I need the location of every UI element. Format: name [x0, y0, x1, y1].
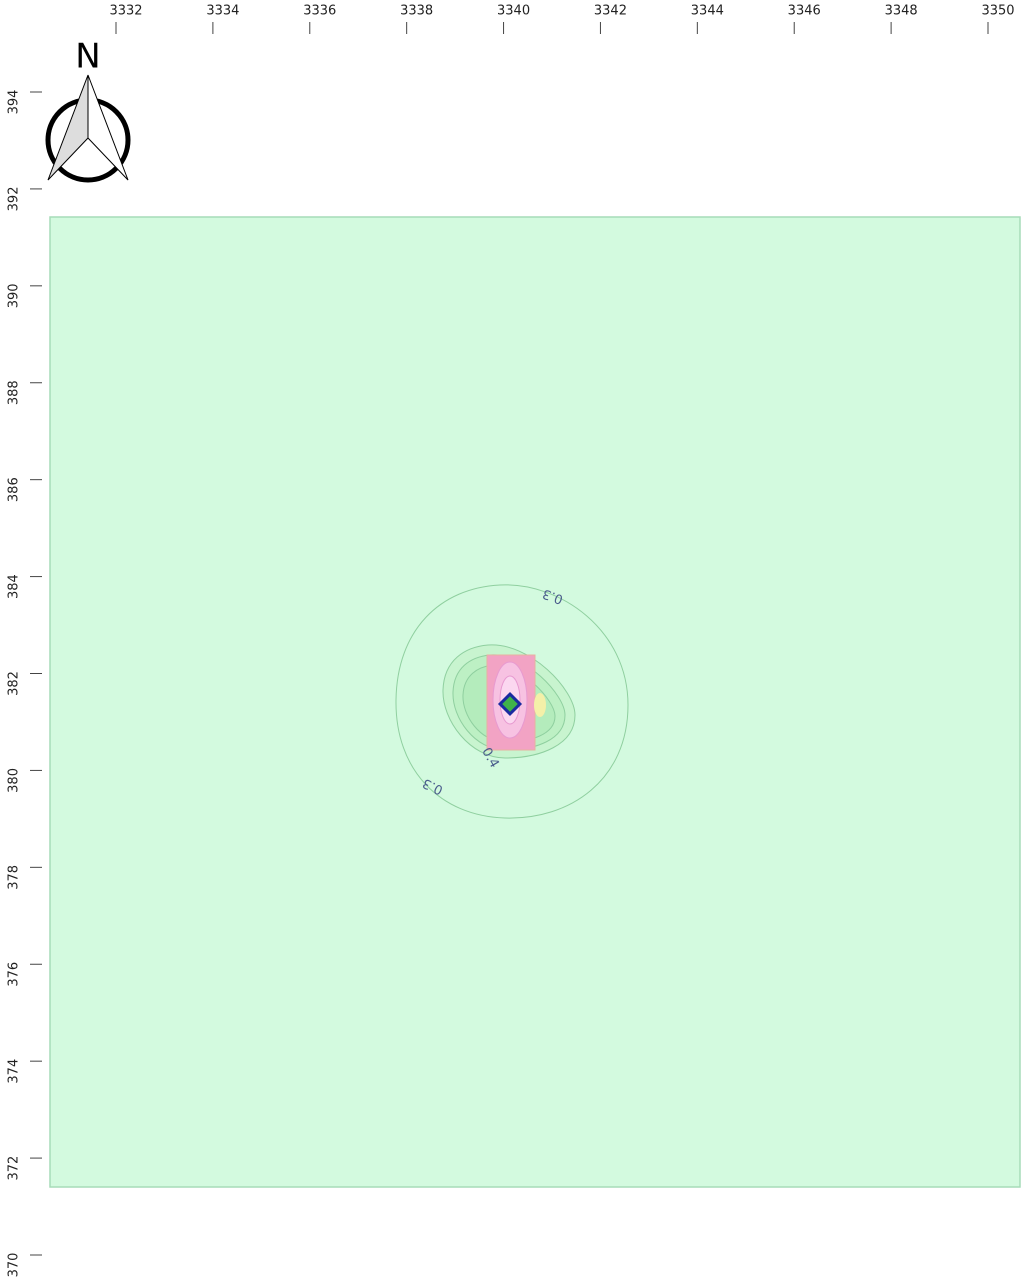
y-tick-label: 382: [7, 671, 22, 696]
x-tick-label: 3340: [497, 4, 530, 19]
y-tick-label: 384: [7, 574, 22, 599]
y-tick-label: 374: [7, 1059, 22, 1084]
x-tick-label: 3336: [303, 4, 336, 19]
y-tick-label: 372: [7, 1156, 22, 1181]
source-marker: [497, 691, 523, 717]
y-tick-label: 392: [7, 187, 22, 212]
y-tick-label: 378: [7, 865, 22, 890]
north-label: N: [75, 37, 100, 77]
y-tick-label: 390: [7, 283, 22, 308]
y-tick-label: 386: [7, 477, 22, 502]
y-tick-label: 380: [7, 768, 22, 793]
x-tick-label: 3342: [594, 4, 627, 19]
contour: [395, 584, 629, 819]
x-tick-label: 3332: [109, 4, 142, 19]
x-tick-label: 3348: [885, 4, 918, 19]
x-tick-label: 3350: [981, 4, 1014, 19]
y-tick-label: 370: [7, 1253, 22, 1278]
arrow-half: [87, 74, 129, 181]
north-arrow: N: [45, 37, 131, 183]
arrow-half: [47, 74, 89, 181]
y-tick-label: 376: [7, 962, 22, 987]
contour-label: 0.3: [541, 585, 566, 606]
contour: [534, 693, 546, 717]
y-tick-label: 394: [7, 90, 22, 115]
x-tick-label: 3344: [691, 4, 724, 19]
x-tick-label: 3338: [400, 4, 433, 19]
y-tick-label: 388: [7, 380, 22, 405]
x-tick-label: 3334: [206, 4, 239, 19]
x-tick-label: 3346: [788, 4, 821, 19]
